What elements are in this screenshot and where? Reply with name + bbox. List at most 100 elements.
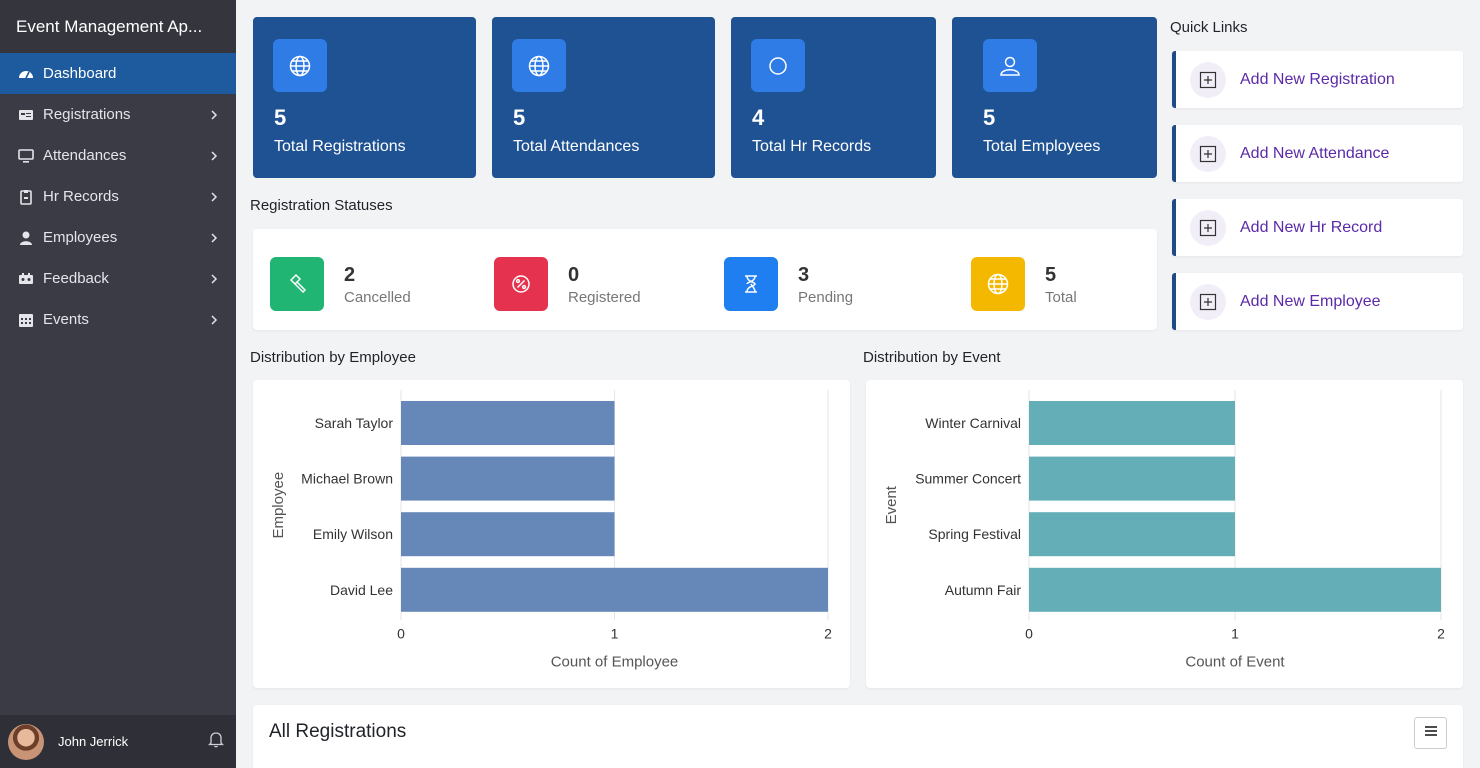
category-label: Sarah Taylor	[315, 415, 394, 431]
status-value: 0	[568, 263, 580, 286]
calendar-icon	[18, 312, 34, 328]
sidebar-item-label: Dashboard	[43, 65, 117, 82]
menu-button[interactable]	[1414, 717, 1447, 749]
quick-link-label: Add New Employee	[1240, 292, 1381, 310]
monitor-icon	[18, 148, 34, 164]
chevron-right-icon	[208, 150, 220, 162]
app-title: Event Management Ap...	[0, 0, 236, 53]
sidebar-item-events[interactable]: Events	[0, 299, 236, 340]
sidebar-item-registrations[interactable]: Registrations	[0, 94, 236, 135]
category-label: Winter Carnival	[925, 415, 1021, 431]
feedback-icon	[18, 271, 34, 287]
employee-chart-title: Distribution by Employee	[250, 349, 416, 366]
bar[interactable]	[1029, 456, 1235, 501]
plus-square-icon	[1190, 209, 1226, 246]
stat-value: 5	[983, 105, 996, 130]
hamburger-icon	[1424, 724, 1438, 742]
x-tick-label: 2	[824, 625, 832, 641]
registration-statuses-title: Registration Statuses	[250, 197, 393, 214]
sidebar-item-attendances[interactable]: Attendances	[0, 135, 236, 176]
bell-icon[interactable]	[207, 730, 225, 753]
plus-square-icon	[1190, 135, 1226, 172]
x-tick-label: 2	[1437, 625, 1445, 641]
stat-label: Total Attendances	[513, 138, 640, 155]
avatar[interactable]	[8, 723, 44, 760]
status-value: 2	[344, 263, 356, 286]
event-chart-panel: Winter Carnival Summer Concert Spring Fest…	[866, 380, 1463, 688]
quick-link-label: Add New Hr Record	[1240, 218, 1383, 236]
status-cancelled: 2 Cancelled	[270, 257, 411, 311]
y-axis-label: Employee	[270, 472, 287, 539]
x-tick-label: 1	[611, 625, 619, 641]
sidebar-item-label: Registrations	[43, 106, 131, 123]
globe-icon	[971, 257, 1025, 311]
chevron-right-icon	[208, 109, 220, 121]
sidebar-item-label: Events	[43, 311, 89, 328]
sidebar-item-label: Employees	[43, 229, 118, 246]
quick-link-add-employee[interactable]: Add New Employee	[1172, 273, 1463, 330]
bar[interactable]	[401, 512, 615, 557]
bar[interactable]	[1029, 512, 1235, 557]
bar[interactable]	[401, 567, 828, 612]
chevron-right-icon	[208, 191, 220, 203]
stat-value: 5	[513, 105, 526, 130]
stat-label: Total Hr Records	[752, 138, 872, 155]
status-label: Total	[1045, 288, 1077, 306]
status-label: Pending	[798, 288, 854, 306]
sidebar-item-feedback[interactable]: Feedback	[0, 258, 236, 299]
bar[interactable]	[401, 456, 615, 501]
stat-label: Total Employees	[983, 138, 1101, 155]
stat-card-hr-records[interactable]: 4 Total Hr Records	[731, 17, 936, 178]
status-label: Registered	[568, 288, 641, 306]
category-label: David Lee	[330, 582, 393, 598]
clipboard-icon	[18, 189, 34, 205]
chevron-right-icon	[208, 273, 220, 285]
plus-square-icon	[1190, 283, 1226, 320]
quick-link-label: Add New Attendance	[1240, 144, 1390, 162]
plus-square-icon	[1190, 61, 1226, 98]
sidebar-item-label: Hr Records	[43, 188, 119, 205]
status-registered: 0 Registered	[494, 257, 641, 311]
x-axis-label: Count of Event	[1185, 653, 1285, 670]
dashboard-icon	[18, 66, 34, 82]
employee-chart-panel: Sarah Taylor Michael Brown Emily Wilson Dav…	[253, 380, 850, 688]
status-total: 5 Total	[971, 257, 1077, 311]
stat-label: Total Registrations	[274, 138, 406, 155]
all-registrations-panel: All Registrations	[253, 705, 1463, 768]
sidebar-item-label: Feedback	[43, 270, 109, 287]
category-label: Emily Wilson	[313, 526, 393, 542]
circle-icon	[751, 39, 805, 92]
category-label: Summer Concert	[915, 471, 1021, 487]
user-icon	[983, 39, 1037, 92]
globe-icon	[273, 39, 327, 92]
x-tick-label: 0	[397, 625, 405, 641]
user-bar: John Jerrick	[0, 715, 236, 768]
stat-card-employees[interactable]: 5 Total Employees	[952, 17, 1157, 178]
sidebar-item-label: Attendances	[43, 147, 127, 164]
status-value: 3	[798, 263, 810, 286]
x-tick-label: 1	[1231, 625, 1239, 641]
registration-statuses-panel: 2 Cancelled 0 Registered 3 Pending 5 Tot…	[253, 229, 1157, 330]
bar[interactable]	[1029, 401, 1235, 445]
sidebar: Event Management Ap... Dashboard Registr…	[0, 0, 236, 768]
user-icon	[18, 230, 34, 246]
quick-link-add-hr-record[interactable]: Add New Hr Record	[1172, 199, 1463, 256]
y-axis-label: Event	[883, 485, 900, 524]
quick-links-title: Quick Links	[1170, 19, 1248, 36]
chevron-right-icon	[208, 314, 220, 326]
quick-link-add-registration[interactable]: Add New Registration	[1172, 51, 1463, 108]
percent-icon	[494, 257, 548, 311]
stat-card-registrations[interactable]: 5 Total Registrations	[253, 17, 476, 178]
quick-link-add-attendance[interactable]: Add New Attendance	[1172, 125, 1463, 182]
bar[interactable]	[1029, 567, 1441, 612]
category-label: Autumn Fair	[945, 582, 1022, 598]
sidebar-item-employees[interactable]: Employees	[0, 217, 236, 258]
sidebar-item-hr-records[interactable]: Hr Records	[0, 176, 236, 217]
stat-card-attendances[interactable]: 5 Total Attendances	[492, 17, 715, 178]
x-tick-label: 0	[1025, 625, 1033, 641]
stat-value: 5	[274, 105, 287, 130]
x-axis-label: Count of Employee	[551, 653, 679, 670]
bar[interactable]	[401, 401, 615, 445]
all-registrations-title: All Registrations	[269, 721, 407, 742]
sidebar-item-dashboard[interactable]: Dashboard	[0, 53, 236, 94]
